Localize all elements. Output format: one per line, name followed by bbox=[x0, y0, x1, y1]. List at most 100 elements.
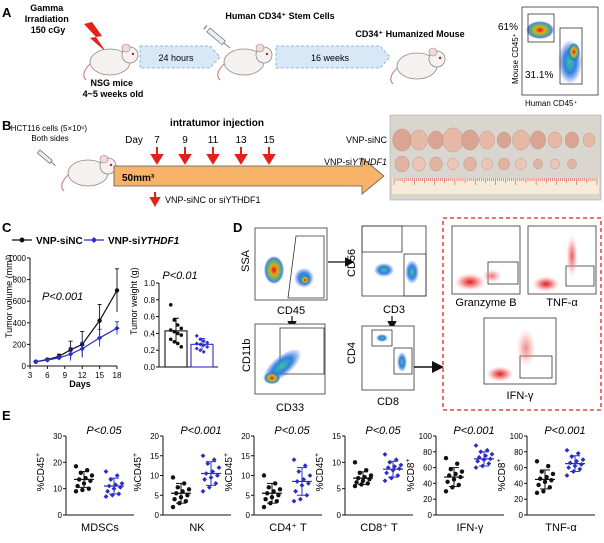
data-point bbox=[274, 498, 279, 504]
row-siythdf1-label: VNP-siYTHDF1 bbox=[324, 157, 387, 167]
data-point bbox=[205, 461, 211, 467]
tumor bbox=[530, 130, 546, 150]
flow-tnfa: TNF-α bbox=[527, 225, 597, 309]
tumor bbox=[481, 157, 493, 171]
data-point bbox=[179, 333, 184, 337]
data-point bbox=[567, 460, 573, 466]
data-point bbox=[168, 328, 173, 332]
data-point bbox=[293, 488, 298, 494]
y-tick-label: 15 bbox=[241, 452, 250, 461]
data-point bbox=[489, 451, 495, 457]
data-point bbox=[215, 473, 220, 478]
syringe-icon bbox=[203, 25, 231, 49]
data-point bbox=[113, 482, 118, 488]
flow-plot-hcd45: 61% 31.1% Mouse CD45⁺ Human CD45⁺ bbox=[498, 6, 599, 108]
tumor bbox=[463, 156, 477, 172]
data-point bbox=[216, 465, 222, 470]
syringe-icon bbox=[36, 149, 56, 166]
y-label: %CD45+ bbox=[314, 453, 326, 492]
y-tick-label: 0.8 bbox=[144, 296, 156, 305]
injection-day: 13 bbox=[234, 135, 248, 165]
y-tick-label: 15 bbox=[332, 432, 341, 441]
x-tick-label: 15 bbox=[95, 371, 104, 380]
arrow-16w bbox=[275, 45, 391, 69]
data-point bbox=[200, 453, 206, 459]
y-label-sup: + bbox=[496, 459, 503, 463]
data-point bbox=[200, 488, 206, 494]
data-point bbox=[97, 318, 102, 323]
data-point bbox=[198, 337, 203, 342]
day-label: Day bbox=[125, 135, 143, 146]
svg-text:7: 7 bbox=[154, 135, 160, 146]
timeline-arrow bbox=[113, 157, 385, 195]
y-tick-label: 20 bbox=[53, 458, 62, 467]
injection-days: 7 9 11 13 15 bbox=[150, 135, 276, 165]
data-point bbox=[172, 497, 177, 502]
data-point bbox=[97, 335, 103, 341]
y-tick-label: 10 bbox=[150, 472, 159, 481]
injection-day: 7 bbox=[150, 135, 164, 165]
data-point bbox=[202, 477, 207, 482]
tumor bbox=[442, 127, 464, 153]
y-label-main: %CD45 bbox=[133, 457, 144, 492]
tumor bbox=[497, 131, 512, 149]
data-point bbox=[277, 487, 283, 492]
y-tick-label: 800 bbox=[13, 276, 27, 285]
y-tick-label: 80 bbox=[423, 448, 432, 457]
y-tick-label: 5 bbox=[155, 491, 160, 500]
tumor bbox=[429, 156, 443, 172]
cytokine-box bbox=[442, 217, 602, 411]
data-point bbox=[172, 340, 177, 344]
p-value: P<0.001 bbox=[453, 425, 494, 437]
y-tick-label: 0.6 bbox=[144, 313, 156, 322]
panel-e: E 0102030%CD45+P<0.05MDSCs05101520%CD45+… bbox=[2, 408, 595, 534]
y-tick-label: 20 bbox=[514, 495, 523, 504]
y-tick-label: 1000 bbox=[8, 254, 26, 263]
axis-cd11b: CD11b bbox=[241, 339, 253, 372]
scatter-5: 0 20 40 60 80 100 %CD8+ P<0.001 TNF-α bbox=[496, 425, 595, 534]
tumor bbox=[394, 155, 410, 173]
y-tick-label: 30 bbox=[53, 432, 62, 441]
data-point bbox=[185, 493, 190, 498]
data-point bbox=[198, 342, 203, 347]
x-tick-label: 12 bbox=[78, 371, 87, 380]
legend-nc: VNP-siNC bbox=[36, 236, 83, 247]
y-tick-label: 5 bbox=[246, 491, 251, 500]
data-point bbox=[352, 460, 358, 465]
data-point bbox=[276, 493, 281, 498]
data-point bbox=[170, 504, 176, 510]
tumor bbox=[515, 157, 527, 171]
svg-text:11: 11 bbox=[208, 135, 219, 146]
data-point bbox=[194, 341, 199, 346]
data-point bbox=[550, 471, 556, 477]
axis-cd8: CD8 bbox=[377, 396, 399, 408]
category-title: NK bbox=[189, 522, 205, 534]
volume-xlabel: Days bbox=[69, 379, 91, 389]
data-point bbox=[205, 340, 210, 345]
svg-text:9: 9 bbox=[182, 135, 188, 146]
tumor-volume-chart: Tumor volume (mm³) Days P<0.001 0 200 400 6… bbox=[4, 254, 122, 389]
data-point bbox=[306, 481, 311, 486]
scatter-0: 0 10 20 30 %CD45+ P<0.05 MDSCs bbox=[35, 425, 134, 534]
y-tick-label: 5 bbox=[337, 485, 342, 494]
y-tick-label: 40 bbox=[514, 479, 523, 488]
flow-xlabel: Human CD45⁺ bbox=[525, 99, 578, 108]
data-point bbox=[538, 476, 543, 481]
y-tick-label: 10 bbox=[53, 485, 62, 494]
injection-day: 11 bbox=[206, 135, 220, 165]
injection-day: 9 bbox=[178, 135, 192, 165]
data-point bbox=[307, 473, 313, 478]
flow-cd56-cd3: CD56 CD3 bbox=[346, 225, 427, 316]
legend-si: VNP-siYTHDF1 bbox=[108, 236, 180, 247]
data-point bbox=[354, 480, 359, 485]
hct116-label: HCT116 cells (5×10⁶) Both sides bbox=[11, 124, 90, 143]
data-point bbox=[546, 463, 551, 469]
x-tick-label: 9 bbox=[63, 371, 68, 380]
data-point bbox=[172, 329, 177, 334]
data-point bbox=[194, 346, 199, 351]
tumor-photo bbox=[389, 114, 602, 201]
lightning-icon bbox=[84, 22, 106, 52]
arrow-24h bbox=[139, 45, 221, 69]
